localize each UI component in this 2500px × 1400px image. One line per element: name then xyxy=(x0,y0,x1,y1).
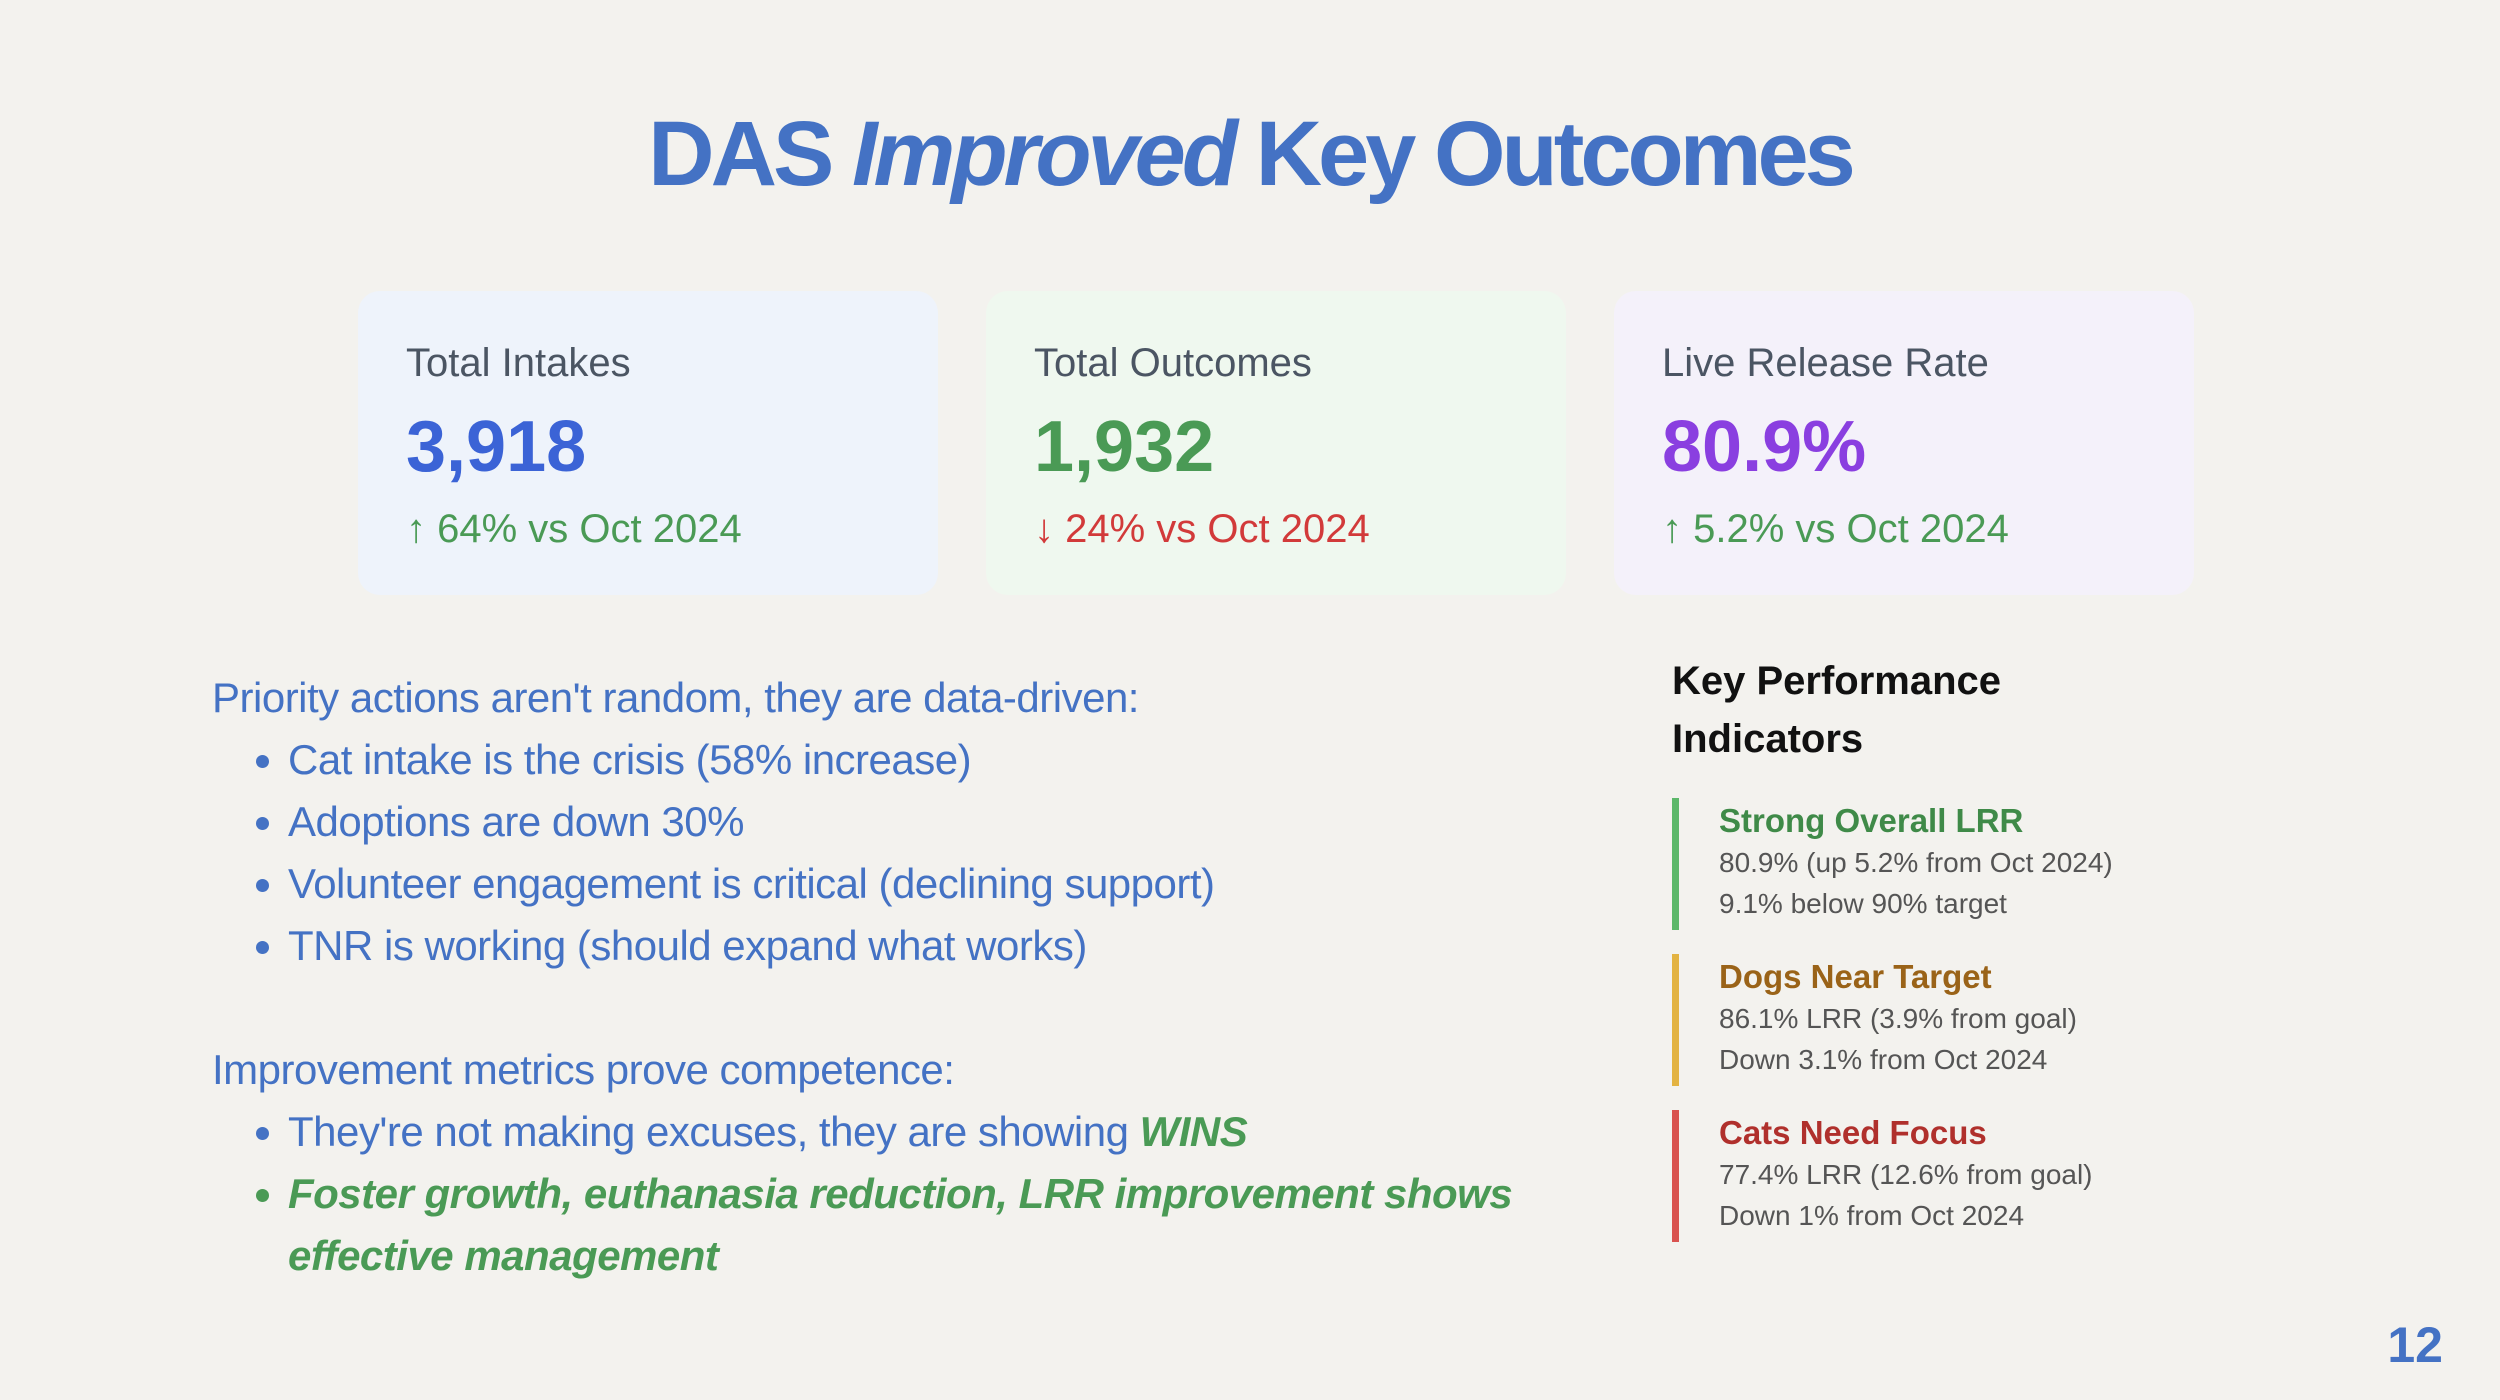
list-item: Cat intake is the crisis (58% increase) xyxy=(288,729,1612,791)
list-item: Foster growth, euthanasia reduction, LRR… xyxy=(288,1163,1612,1287)
card-total-outcomes: Total Outcomes 1,932 ↓ 24% vs Oct 2024 xyxy=(986,291,1566,595)
card-delta: ↑ 64% vs Oct 2024 xyxy=(406,507,742,551)
kpi-line: 86.1% LRR (3.9% from goal) xyxy=(1719,1003,2077,1034)
kpi-strong-overall-lrr: Strong Overall LRR 80.9% (up 5.2% from O… xyxy=(1672,798,2232,930)
kpi-heading: Cats Need Focus xyxy=(1719,1114,1987,1151)
kpi-line: Down 3.1% from Oct 2024 xyxy=(1719,1044,2048,1075)
title-emphasis: Improved xyxy=(851,103,1238,205)
improvement-heading: Improvement metrics prove competence: xyxy=(212,1046,955,1093)
title-part2: Key Outcomes xyxy=(1255,103,1856,205)
kpi-line: 80.9% (up 5.2% from Oct 2024) xyxy=(1719,847,2113,878)
title-part1: DAS xyxy=(648,103,834,205)
card-total-intakes: Total Intakes 3,918 ↑ 64% vs Oct 2024 xyxy=(358,291,938,595)
card-value: 3,918 xyxy=(406,407,587,487)
priorities-heading: Priority actions aren't random, they are… xyxy=(212,674,1139,721)
kpi-line: 9.1% below 90% target xyxy=(1719,888,2007,919)
kpi-line: Down 1% from Oct 2024 xyxy=(1719,1200,2025,1231)
card-label: Live Release Rate xyxy=(1662,341,1989,385)
page-number: 12 xyxy=(2387,1317,2443,1373)
kpi-title: Key Performance Indicators xyxy=(1672,659,2002,761)
card-delta: ↓ 24% vs Oct 2024 xyxy=(1034,507,1370,551)
card-value: 1,932 xyxy=(1034,407,1215,487)
card-label: Total Outcomes xyxy=(1034,341,1312,385)
improvement-list: They're not making excuses, they are sho… xyxy=(212,1101,1612,1287)
kpi-heading: Strong Overall LRR xyxy=(1719,802,2024,839)
kpi-cats-need-focus: Cats Need Focus 77.4% LRR (12.6% from go… xyxy=(1672,1110,2232,1242)
kpi-dogs-near-target: Dogs Near Target 86.1% LRR (3.9% from go… xyxy=(1672,954,2232,1086)
kpi-heading: Dogs Near Target xyxy=(1719,958,1992,995)
list-item: TNR is working (should expand what works… xyxy=(288,915,1612,977)
arrow-up-icon: ↑ xyxy=(1662,507,1682,551)
kpi-line: 77.4% LRR (12.6% from goal) xyxy=(1719,1159,2093,1190)
arrow-down-icon: ↓ xyxy=(1034,507,1054,551)
list-item: Volunteer engagement is critical (declin… xyxy=(288,853,1612,915)
list-item: Adoptions are down 30% xyxy=(288,791,1612,853)
card-label: Total Intakes xyxy=(406,341,631,385)
card-live-release-rate: Live Release Rate 80.9% ↑ 5.2% vs Oct 20… xyxy=(1614,291,2194,595)
card-value: 80.9% xyxy=(1662,407,1867,487)
wins-emphasis: WINS xyxy=(1139,1108,1248,1155)
list-item: They're not making excuses, they are sho… xyxy=(288,1101,1612,1163)
arrow-up-icon: ↑ xyxy=(406,507,426,551)
slide-title: DAS Improved Key Outcomes xyxy=(0,108,2500,200)
talking-points: Priority actions aren't random, they are… xyxy=(212,667,1612,1287)
card-delta: ↑ 5.2% vs Oct 2024 xyxy=(1662,507,2009,551)
priorities-list: Cat intake is the crisis (58% increase) … xyxy=(212,729,1612,977)
